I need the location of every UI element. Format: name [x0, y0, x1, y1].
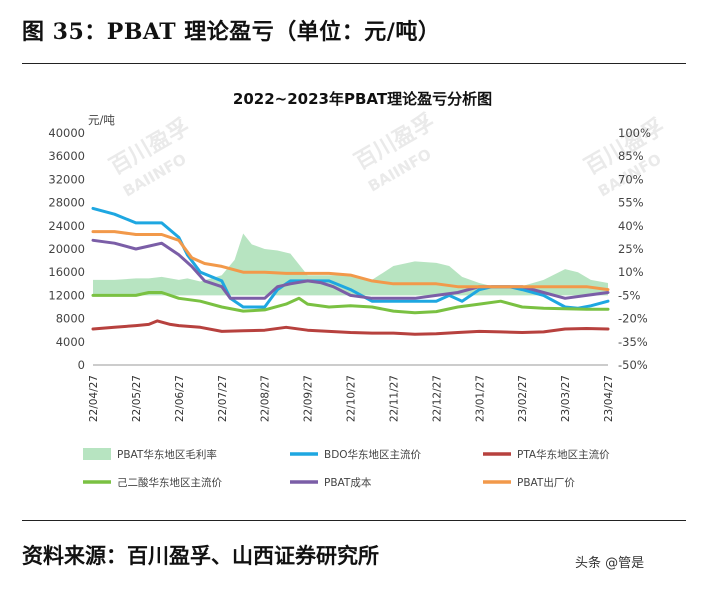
y-tick-right: 40%: [618, 219, 644, 233]
y-tick-left: 40000: [48, 126, 85, 140]
y-tick-right: -50%: [618, 358, 648, 372]
x-tick-label: 22/12/27: [431, 375, 443, 422]
chart-title: 2022~2023年PBAT理论盈亏分析图: [233, 90, 492, 108]
source-note: 资料来源：百川盈孚、山西证券研究所: [22, 543, 379, 568]
x-tick-label: 23/03/27: [560, 375, 572, 422]
y-tick-right: 25%: [618, 242, 644, 256]
watermark-tag: 头条 @管是: [575, 556, 645, 571]
x-tick-label: 22/09/27: [303, 375, 315, 422]
y-tick-right: -20%: [618, 312, 648, 326]
x-tick-label: 22/10/27: [346, 375, 358, 422]
x-tick-label: 22/08/27: [260, 375, 272, 422]
x-tick-label: 22/11/27: [388, 375, 400, 422]
legend-label: PBAT成本: [324, 476, 372, 489]
y-tick-left: 20000: [48, 242, 85, 256]
y-tick-right: 70%: [618, 172, 644, 186]
y-tick-right: 10%: [618, 265, 644, 279]
x-tick-label: 23/01/27: [474, 375, 486, 422]
y-tick-left: 24000: [48, 219, 85, 233]
series-line-3: [91, 291, 610, 315]
series-line-5: [91, 230, 610, 292]
y-tick-left: 16000: [48, 265, 85, 279]
y-tick-left: 28000: [48, 196, 85, 210]
legend-label: BDO华东地区主流价: [324, 448, 422, 461]
legend-label: PBAT出厂价: [517, 476, 575, 489]
y-tick-right: 85%: [618, 149, 644, 163]
legend-swatch: [83, 448, 111, 460]
bottom-rule: [22, 520, 686, 521]
legend-label: PBAT华东地区毛利率: [117, 448, 217, 461]
y-tick-left: 4000: [56, 335, 85, 349]
y-tick-left: 32000: [48, 172, 85, 186]
y-tick-left: 8000: [56, 312, 85, 326]
figure-title: 图 35：PBAT 理论盈亏（单位：元/吨）: [22, 19, 441, 45]
x-tick-label: 22/06/27: [174, 375, 186, 422]
y-tick-right: -35%: [618, 335, 648, 349]
y-tick-right: -5%: [618, 288, 640, 302]
y-tick-right: 100%: [618, 126, 651, 140]
x-tick-label: 23/04/27: [603, 375, 615, 422]
top-rule: [22, 63, 686, 64]
series-line-2: [91, 319, 610, 336]
x-tick-label: 23/02/27: [517, 375, 529, 422]
y-tick-left: 36000: [48, 149, 85, 163]
y-tick-left: 12000: [48, 288, 85, 302]
y-tick-right: 55%: [618, 196, 644, 210]
x-tick-label: 22/07/27: [217, 375, 229, 422]
x-tick-label: 22/04/27: [88, 375, 100, 422]
y-axis-label-left: 元/吨: [88, 113, 115, 127]
legend-label: PTA华东地区主流价: [517, 448, 610, 461]
legend-label: 己二酸华东地区主流价: [117, 476, 222, 489]
y-tick-left: 0: [78, 358, 85, 372]
x-tick-label: 22/05/27: [131, 375, 143, 422]
